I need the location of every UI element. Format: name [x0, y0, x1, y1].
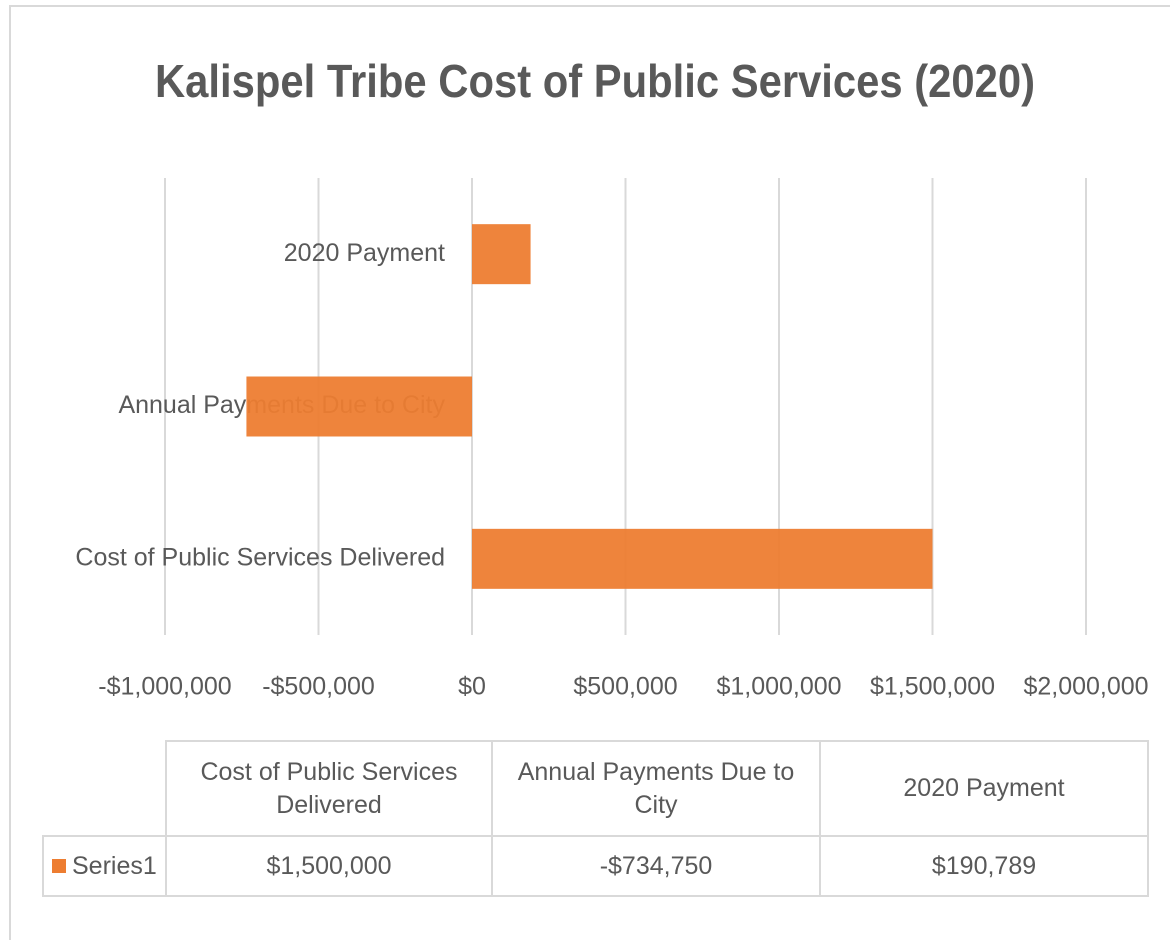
- legend-cell-text: Series1: [72, 851, 157, 880]
- table-header: Annual Payments Due to City: [491, 740, 821, 837]
- legend-cell: Series1: [42, 835, 167, 897]
- x-tick-label: $0: [458, 673, 486, 701]
- table-value: -$734,750: [491, 835, 821, 897]
- chart-title: Kalispel Tribe Cost of Public Services (…: [155, 55, 1035, 107]
- table-value-text: $190,789: [931, 851, 1037, 880]
- x-tick-label: $2,000,000: [1023, 673, 1148, 701]
- y-tick-label: 2020 Payment: [284, 239, 445, 267]
- chart-border: [9, 5, 1170, 940]
- table-value: $190,789: [819, 835, 1149, 897]
- bar: [472, 224, 531, 285]
- x-tick-label: $1,500,000: [870, 673, 995, 701]
- table-header-text: Annual Payments Due to City: [517, 758, 795, 819]
- x-tick-label: -$500,000: [262, 673, 375, 701]
- x-tick-label: $500,000: [573, 673, 677, 701]
- table-value-text: -$734,750: [599, 851, 713, 880]
- x-tick-label: -$1,000,000: [98, 673, 231, 701]
- table-value: $1,500,000: [165, 835, 493, 897]
- table-header-text: Cost of Public Services Delivered: [200, 758, 458, 819]
- table-header-text: 2020 Payment: [903, 774, 1065, 803]
- table-header: Cost of Public Services Delivered: [165, 740, 493, 837]
- table-value-text: $1,500,000: [266, 851, 392, 880]
- bar: [246, 376, 472, 437]
- table-header: 2020 Payment: [819, 740, 1149, 837]
- legend-key: [52, 859, 66, 873]
- bar: [472, 528, 933, 589]
- y-tick-label: Cost of Public Services Delivered: [75, 543, 445, 571]
- x-tick-label: $1,000,000: [716, 673, 841, 701]
